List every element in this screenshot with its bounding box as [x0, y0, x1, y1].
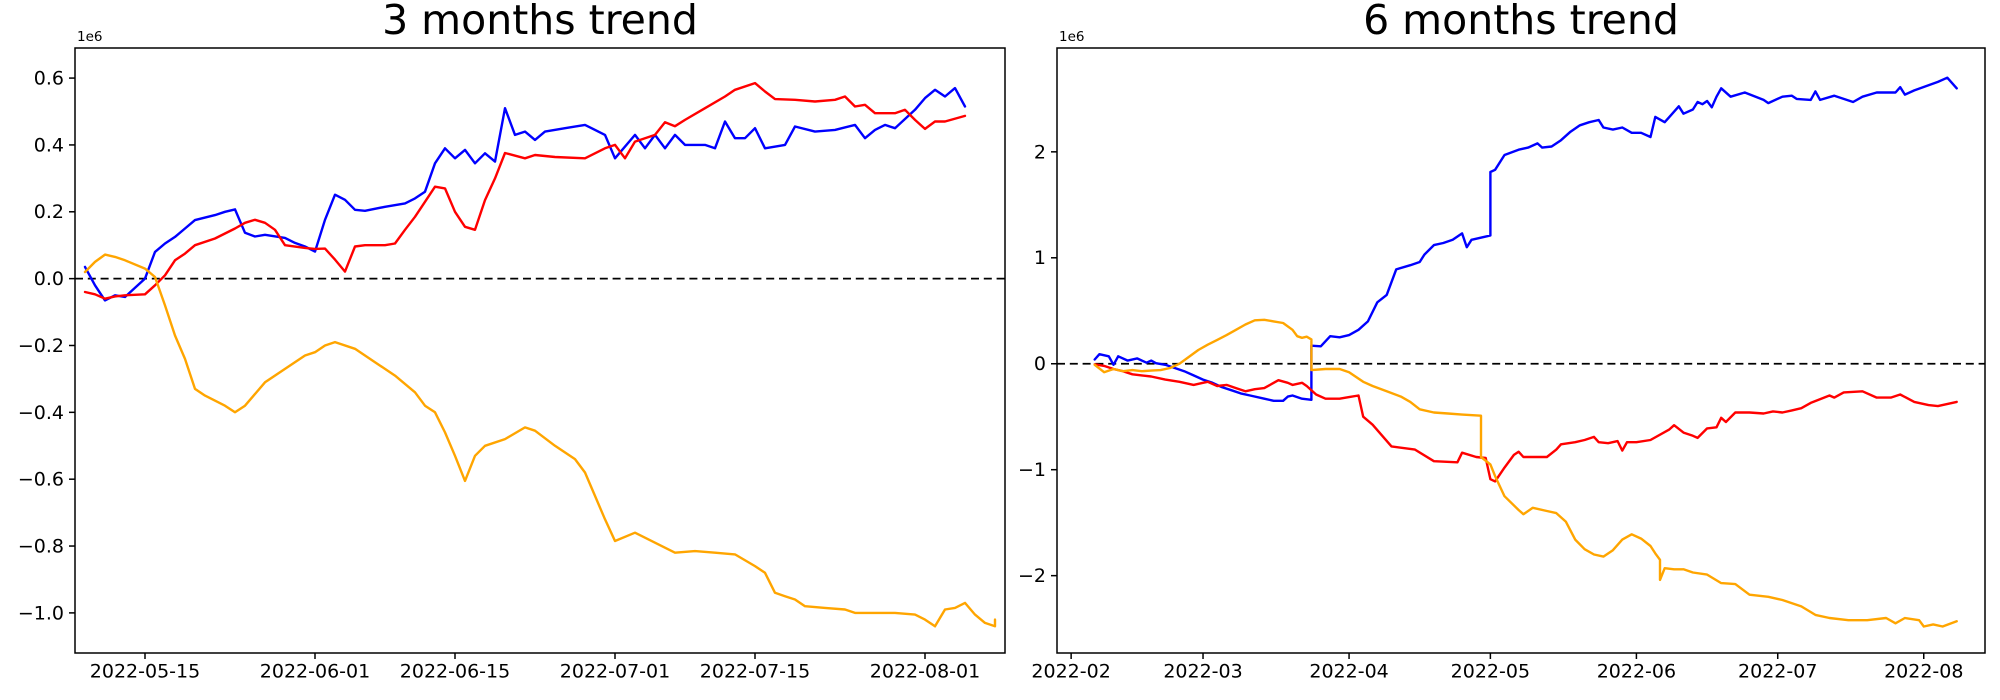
y-tick-label: 0	[1034, 353, 1046, 375]
y-axis-offset-label: 1e6	[77, 29, 102, 45]
y-axis-offset-label: 1e6	[1059, 29, 1084, 45]
x-tick-label: 2022-06-01	[260, 661, 370, 683]
axes-spines	[1056, 47, 1986, 654]
x-tick-label: 2022-05	[1451, 661, 1530, 683]
y-tick-label: −1	[1018, 459, 1046, 481]
y-tick-label: −1.0	[18, 602, 64, 624]
y-tick-label: 0.4	[34, 134, 64, 156]
x-tick-label: 2022-04	[1309, 661, 1388, 683]
red-series-line	[83, 81, 967, 300]
y-tick-label: 0.0	[34, 268, 64, 290]
x-tick-label: 2022-06-15	[400, 661, 510, 683]
x-tick-label: 2022-07-01	[560, 661, 670, 683]
red-series-line	[1093, 363, 1958, 483]
axes-spines	[74, 47, 1006, 654]
x-tick-label: 2022-07-15	[700, 661, 810, 683]
x-tick-label: 2022-06	[1597, 661, 1676, 683]
x-tick-label: 2022-07	[1738, 661, 1817, 683]
y-tick-label: −0.2	[18, 335, 64, 357]
chart-title-6-months-trend: 6 months trend	[1363, 0, 1679, 44]
y-tick-label: 0.2	[34, 201, 64, 223]
chart-title-3-months-trend: 3 months trend	[382, 0, 698, 44]
x-tick-label: 2022-08	[1884, 661, 1963, 683]
y-tick-label: −0.4	[18, 402, 64, 424]
orange-series-line	[83, 253, 997, 628]
plot-area-0: 2022-05-15 2022-06-01 2022-06-15 2022-07-01…	[18, 29, 1006, 683]
blue-series-line	[83, 86, 967, 302]
blue-series-line	[1093, 76, 1958, 402]
y-tick-label: 1	[1034, 247, 1046, 269]
x-tick-label: 2022-05-15	[90, 661, 200, 683]
y-tick-label: 0.6	[34, 68, 64, 90]
plot-area-1: 2022-02 2022-03 2022-04 2022-05 2022-06 2022-…	[1018, 29, 1986, 683]
orange-series-line	[1093, 318, 1958, 628]
x-tick-label: 2022-03	[1163, 661, 1242, 683]
y-tick-label: −2	[1018, 565, 1046, 587]
y-tick-label: −0.8	[18, 535, 64, 557]
x-tick-label: 2022-02	[1031, 661, 1110, 683]
x-tick-label: 2022-08-01	[870, 661, 980, 683]
y-tick-label: −0.6	[18, 469, 64, 491]
y-tick-label: 2	[1034, 141, 1046, 163]
